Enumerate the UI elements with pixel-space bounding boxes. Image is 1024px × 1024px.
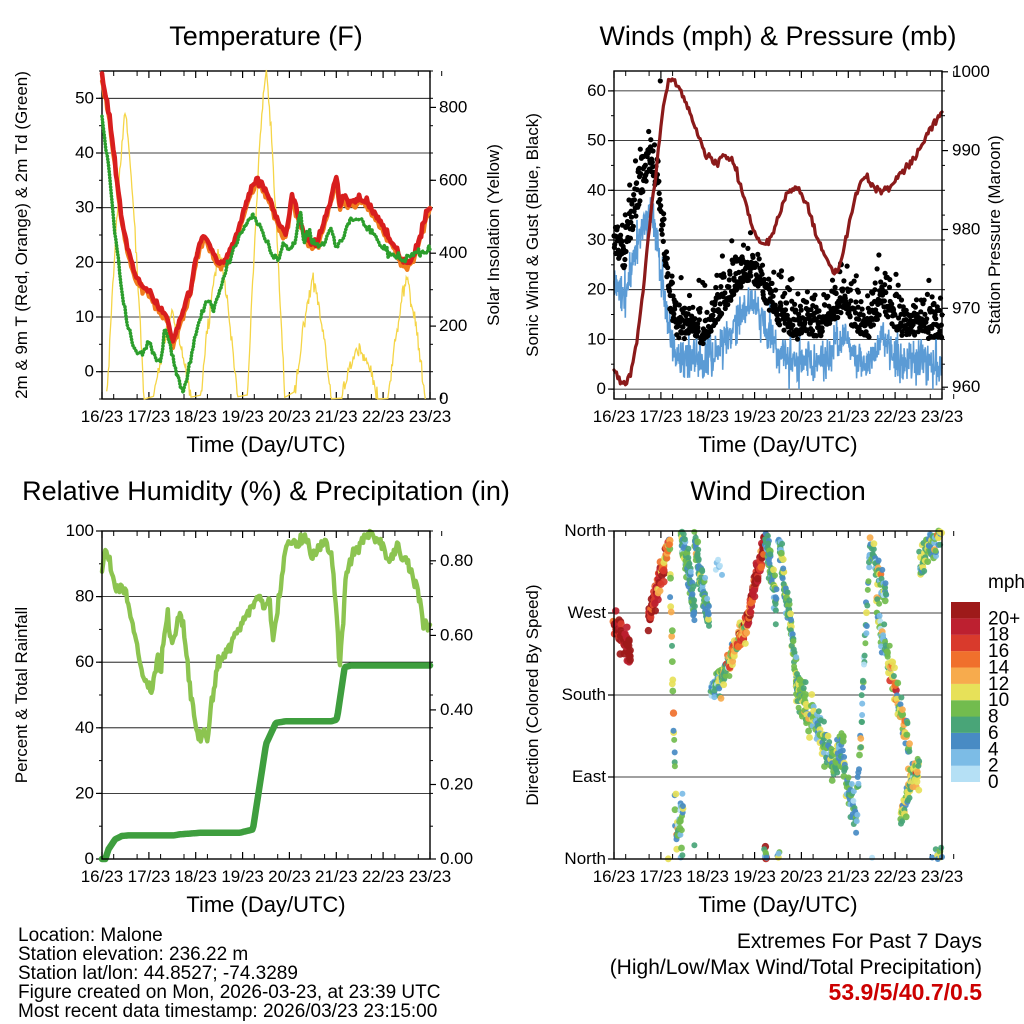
svg-text:18/23: 18/23 — [174, 407, 217, 426]
svg-text:21/23: 21/23 — [827, 867, 870, 886]
svg-text:Location: Malone: Location: Malone — [18, 925, 163, 946]
svg-text:19/23: 19/23 — [221, 407, 264, 426]
svg-text:Relative Humidity (%) & Precip: Relative Humidity (%) & Precipitation (i… — [22, 476, 510, 506]
svg-text:20: 20 — [75, 783, 94, 802]
svg-text:18/23: 18/23 — [174, 867, 217, 886]
svg-text:Station lat/lon: 44.8527; -74.: Station lat/lon: 44.8527; -74.3289 — [18, 963, 298, 984]
svg-text:East: East — [572, 767, 606, 786]
svg-text:16/23: 16/23 — [81, 867, 124, 886]
svg-text:0.00: 0.00 — [440, 849, 473, 868]
svg-text:22/23: 22/23 — [874, 867, 917, 886]
svg-text:Figure created on Mon, 2026-03: Figure created on Mon, 2026-03-23, at 23… — [18, 982, 440, 1003]
svg-text:North: North — [564, 849, 606, 868]
svg-text:21/23: 21/23 — [315, 407, 358, 426]
svg-text:20: 20 — [75, 252, 94, 271]
svg-text:Time (Day/UTC): Time (Day/UTC) — [186, 892, 345, 917]
svg-text:16/23: 16/23 — [81, 407, 124, 426]
svg-text:18/23: 18/23 — [686, 867, 729, 886]
svg-text:22/23: 22/23 — [874, 407, 917, 426]
svg-text:20+: 20+ — [988, 608, 1020, 629]
svg-text:17/23: 17/23 — [640, 867, 683, 886]
svg-text:19/23: 19/23 — [221, 867, 264, 886]
svg-text:80: 80 — [75, 587, 94, 606]
svg-text:West: West — [568, 603, 607, 622]
svg-text:17/23: 17/23 — [128, 867, 171, 886]
svg-text:200: 200 — [439, 316, 467, 335]
svg-text:Station elevation: 236.22 m: Station elevation: 236.22 m — [18, 944, 248, 965]
svg-text:20/23: 20/23 — [780, 867, 823, 886]
svg-text:20/23: 20/23 — [780, 407, 823, 426]
svg-text:22/23: 22/23 — [362, 867, 405, 886]
svg-text:Station Pressure (Maroon): Station Pressure (Maroon) — [985, 135, 1004, 334]
svg-text:0.60: 0.60 — [440, 625, 473, 644]
svg-text:20: 20 — [587, 280, 606, 299]
svg-text:23/23: 23/23 — [921, 407, 964, 426]
svg-text:0: 0 — [85, 362, 94, 381]
svg-text:50: 50 — [587, 131, 606, 150]
svg-text:0.40: 0.40 — [440, 700, 473, 719]
svg-text:Time (Day/UTC): Time (Day/UTC) — [698, 892, 857, 917]
svg-text:50: 50 — [75, 88, 94, 107]
svg-text:30: 30 — [75, 198, 94, 217]
svg-text:23/23: 23/23 — [921, 867, 964, 886]
svg-text:21/23: 21/23 — [827, 407, 870, 426]
svg-text:Temperature (F): Temperature (F) — [169, 21, 363, 51]
svg-text:22/23: 22/23 — [362, 407, 405, 426]
svg-text:800: 800 — [439, 97, 467, 116]
svg-text:980: 980 — [952, 220, 980, 239]
svg-text:Extremes For Past 7 Days: Extremes For Past 7 Days — [737, 930, 982, 953]
svg-text:(High/Low/Max Wind/Total Preci: (High/Low/Max Wind/Total Precipitation) — [610, 956, 982, 979]
svg-text:1000: 1000 — [952, 62, 990, 81]
svg-text:60: 60 — [587, 81, 606, 100]
svg-text:600: 600 — [439, 170, 467, 189]
svg-text:20/23: 20/23 — [268, 407, 311, 426]
svg-text:970: 970 — [952, 298, 980, 317]
svg-text:16/23: 16/23 — [593, 407, 636, 426]
svg-text:0: 0 — [85, 849, 94, 868]
svg-text:18/23: 18/23 — [686, 407, 729, 426]
svg-text:60: 60 — [75, 652, 94, 671]
svg-text:Solar Insolation (Yellow): Solar Insolation (Yellow) — [484, 144, 503, 326]
svg-text:40: 40 — [587, 180, 606, 199]
svg-text:53.9/5/40.7/0.5: 53.9/5/40.7/0.5 — [829, 979, 983, 1005]
svg-text:19/23: 19/23 — [733, 867, 776, 886]
svg-text:0.80: 0.80 — [440, 551, 473, 570]
svg-text:21/23: 21/23 — [315, 867, 358, 886]
svg-text:Wind Direction: Wind Direction — [690, 476, 866, 506]
svg-text:17/23: 17/23 — [640, 407, 683, 426]
svg-text:100: 100 — [66, 521, 94, 540]
svg-text:Winds (mph) & Pressure (mb): Winds (mph) & Pressure (mb) — [599, 21, 956, 51]
svg-text:10: 10 — [75, 307, 94, 326]
svg-text:mph: mph — [988, 572, 1024, 593]
svg-text:2m & 9m T (Red, Orange) & 2m T: 2m & 9m T (Red, Orange) & 2m Td (Green) — [12, 71, 31, 399]
svg-text:0: 0 — [439, 389, 448, 408]
svg-text:17/23: 17/23 — [128, 407, 171, 426]
svg-text:19/23: 19/23 — [733, 407, 776, 426]
svg-text:Direction (Colored By Speed): Direction (Colored By Speed) — [523, 584, 542, 805]
svg-text:10: 10 — [587, 329, 606, 348]
svg-text:Sonic Wind & Gust (Blue, Black: Sonic Wind & Gust (Blue, Black) — [523, 113, 542, 357]
svg-text:Percent & Total Rainfall: Percent & Total Rainfall — [12, 607, 31, 783]
svg-text:Time (Day/UTC): Time (Day/UTC) — [698, 432, 857, 457]
svg-text:400: 400 — [439, 243, 467, 262]
svg-text:Time (Day/UTC): Time (Day/UTC) — [186, 432, 345, 457]
svg-text:40: 40 — [75, 143, 94, 162]
svg-text:990: 990 — [952, 141, 980, 160]
svg-text:23/23: 23/23 — [409, 867, 452, 886]
svg-text:North: North — [564, 521, 606, 540]
svg-text:960: 960 — [952, 377, 980, 396]
svg-text:20/23: 20/23 — [268, 867, 311, 886]
svg-text:16/23: 16/23 — [593, 867, 636, 886]
svg-text:South: South — [562, 685, 606, 704]
svg-text:23/23: 23/23 — [409, 407, 452, 426]
svg-text:Most recent data timestamp: 20: Most recent data timestamp: 2026/03/23 2… — [18, 1001, 437, 1022]
svg-text:40: 40 — [75, 718, 94, 737]
svg-text:0.20: 0.20 — [440, 775, 473, 794]
svg-text:0: 0 — [597, 379, 606, 398]
svg-text:30: 30 — [587, 230, 606, 249]
